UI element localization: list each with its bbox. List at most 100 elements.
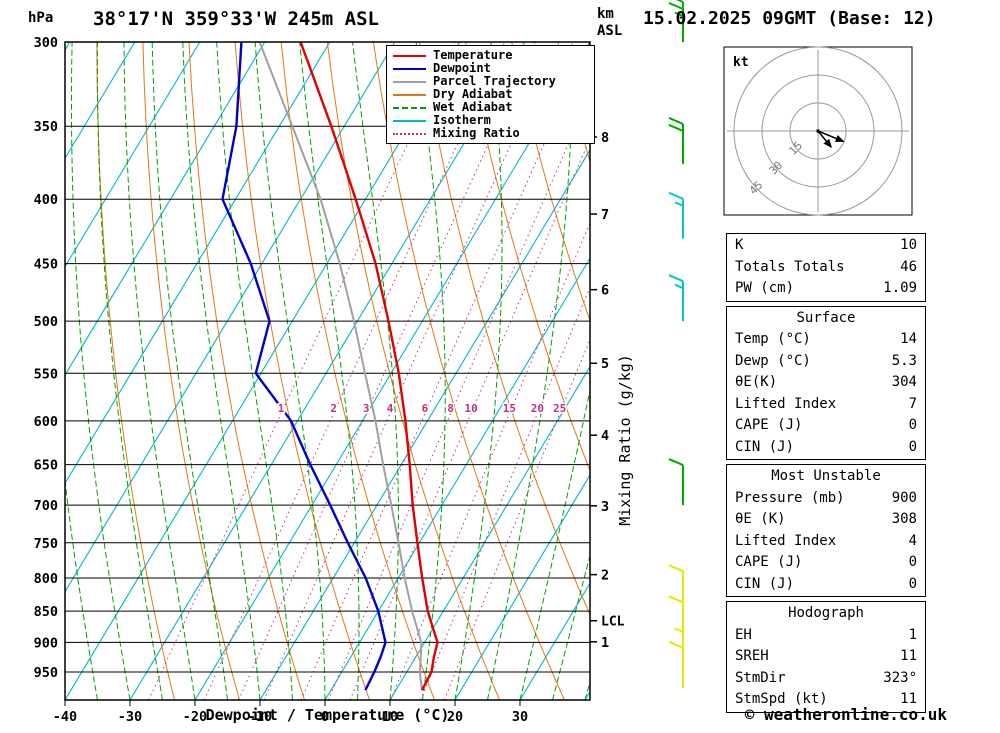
wind-barb bbox=[668, 191, 684, 239]
table-row: CAPE (J) 0 bbox=[727, 415, 925, 437]
row-label: SREH bbox=[735, 648, 769, 664]
row-value: 0 bbox=[908, 438, 917, 455]
table-row: CAPE (J) 0 bbox=[727, 552, 925, 574]
svg-text:900: 900 bbox=[34, 635, 58, 651]
table-title: Hodograph bbox=[788, 605, 864, 621]
legend-item-parcel-trajectory: Parcel Trajectory bbox=[393, 75, 594, 88]
svg-text:-30: -30 bbox=[118, 709, 142, 725]
table-row: CIN (J) 0 bbox=[727, 437, 925, 459]
svg-text:750: 750 bbox=[34, 536, 58, 552]
row-label: StmDir bbox=[735, 669, 786, 686]
run-datetime-label: 15.02.2025 09GMT (Base: 12) bbox=[643, 8, 936, 29]
table-row: Lifted Index 7 bbox=[727, 394, 925, 416]
mixing-ratio-axis-title: Mixing Ratio (g/kg) bbox=[616, 354, 634, 526]
legend-swatch-isotherm bbox=[393, 119, 426, 122]
svg-text:5: 5 bbox=[601, 356, 609, 372]
legend-item-dry-adiabat: Dry Adiabat bbox=[393, 88, 594, 101]
row-value: 11 bbox=[900, 691, 917, 707]
table-row: PW (cm) 1.09 bbox=[727, 278, 925, 300]
pressure-axis-unit: hPa bbox=[28, 10, 54, 26]
svg-text:800: 800 bbox=[34, 571, 58, 587]
svg-text:3: 3 bbox=[363, 402, 370, 415]
row-value: 304 bbox=[891, 374, 917, 390]
svg-text:8: 8 bbox=[447, 402, 454, 415]
legend-swatch-dewpoint bbox=[393, 67, 426, 70]
station-title: 38°17'N 359°33'W 245m ASL bbox=[93, 8, 379, 30]
row-value: 1.09 bbox=[883, 280, 917, 296]
dewpoint-curve bbox=[221, 42, 387, 691]
table-row: Totals Totals 46 bbox=[727, 257, 925, 279]
legend-item-dewpoint: Dewpoint bbox=[393, 62, 594, 75]
legend-swatch-mixing-ratio bbox=[393, 132, 426, 135]
wind-barb bbox=[674, 627, 684, 672]
legend-swatch-dry-adiabat bbox=[393, 93, 426, 96]
svg-text:550: 550 bbox=[34, 366, 58, 382]
row-label: θE (K) bbox=[735, 511, 786, 527]
row-value: 900 bbox=[891, 489, 917, 506]
legend-item-isotherm: Isotherm bbox=[393, 114, 594, 127]
row-label: Pressure (mb) bbox=[735, 489, 845, 506]
svg-text:30: 30 bbox=[512, 709, 528, 725]
info-table-surface: Surface Temp (°C) 14 Dewp (°C) 5.3 θE(K) 304 Li… bbox=[726, 305, 926, 460]
legend-label: Parcel Trajectory bbox=[433, 74, 556, 88]
row-value: 14 bbox=[900, 331, 917, 347]
wind-barb bbox=[668, 564, 684, 612]
svg-text:2: 2 bbox=[601, 568, 609, 584]
svg-text:10: 10 bbox=[464, 402, 477, 415]
row-value: 5.3 bbox=[891, 352, 917, 369]
svg-text:7: 7 bbox=[601, 207, 609, 223]
table-row: SREH 11 bbox=[727, 646, 925, 668]
hodograph-unit-label: kt bbox=[733, 55, 749, 70]
svg-text:700: 700 bbox=[34, 498, 58, 514]
hodograph-wind-vector bbox=[817, 130, 833, 149]
row-value: 11 bbox=[900, 648, 917, 664]
svg-text:400: 400 bbox=[34, 192, 58, 208]
svg-text:850: 850 bbox=[34, 604, 58, 620]
height-axis: 1 2 3 4 5 6 7 8 LCL bbox=[590, 130, 625, 651]
svg-text:1: 1 bbox=[278, 402, 285, 415]
svg-text:-20: -20 bbox=[183, 709, 207, 725]
svg-text:-10: -10 bbox=[248, 709, 272, 725]
svg-text:650: 650 bbox=[34, 458, 58, 474]
legend-label: Mixing Ratio bbox=[433, 126, 520, 140]
svg-text:25: 25 bbox=[553, 402, 566, 415]
table-row: StmSpd (kt) 11 bbox=[727, 689, 925, 711]
row-label: PW (cm) bbox=[735, 280, 795, 296]
wind-barb bbox=[668, 274, 684, 322]
svg-text:300: 300 bbox=[34, 35, 58, 51]
table-row: K 10 bbox=[727, 235, 925, 257]
legend-item-temperature: Temperature bbox=[393, 49, 594, 62]
table-row: Temp (°C) 14 bbox=[727, 329, 925, 351]
info-table-indices: K 10 Totals Totals 46 PW (cm) 1.09 bbox=[726, 233, 926, 302]
svg-text:8: 8 bbox=[601, 130, 609, 146]
table-row: EH 1 bbox=[727, 625, 925, 647]
table-row: CIN (J) 0 bbox=[727, 574, 925, 596]
svg-text:450: 450 bbox=[34, 257, 58, 273]
table-row: StmDir 323° bbox=[727, 668, 925, 690]
legend-label: Wet Adiabat bbox=[433, 100, 513, 114]
lcl-label: LCL bbox=[601, 615, 625, 630]
svg-text:20: 20 bbox=[447, 709, 463, 725]
parcel-trajectory-curve bbox=[258, 42, 423, 691]
height-axis-unit-km: km bbox=[597, 6, 614, 22]
copyright-label: © weatheronline.co.uk bbox=[744, 705, 947, 724]
x-axis-title: Dewpoint / Temperature (°C) bbox=[205, 706, 450, 724]
row-label: CIN (J) bbox=[735, 575, 795, 592]
row-value: 1 bbox=[908, 626, 917, 643]
legend-label: Dry Adiabat bbox=[433, 87, 513, 101]
chart-legend: Temperature Dewpoint Parcel Trajectory D… bbox=[386, 45, 595, 144]
row-value: 4 bbox=[908, 532, 917, 549]
svg-text:4: 4 bbox=[387, 402, 394, 415]
table-row: Lifted Index 4 bbox=[727, 531, 925, 553]
mixing-ratio-value-labels: 1 2 3 4 6 8 10 15 20 25 bbox=[276, 401, 568, 417]
svg-text:3: 3 bbox=[601, 499, 609, 515]
row-value: 323° bbox=[883, 669, 917, 686]
svg-text:1: 1 bbox=[601, 635, 609, 651]
row-label: CAPE (J) bbox=[735, 417, 803, 433]
svg-text:4: 4 bbox=[601, 428, 609, 444]
row-label: CAPE (J) bbox=[735, 554, 803, 570]
wind-barb bbox=[668, 595, 684, 643]
svg-text:2: 2 bbox=[330, 402, 337, 415]
